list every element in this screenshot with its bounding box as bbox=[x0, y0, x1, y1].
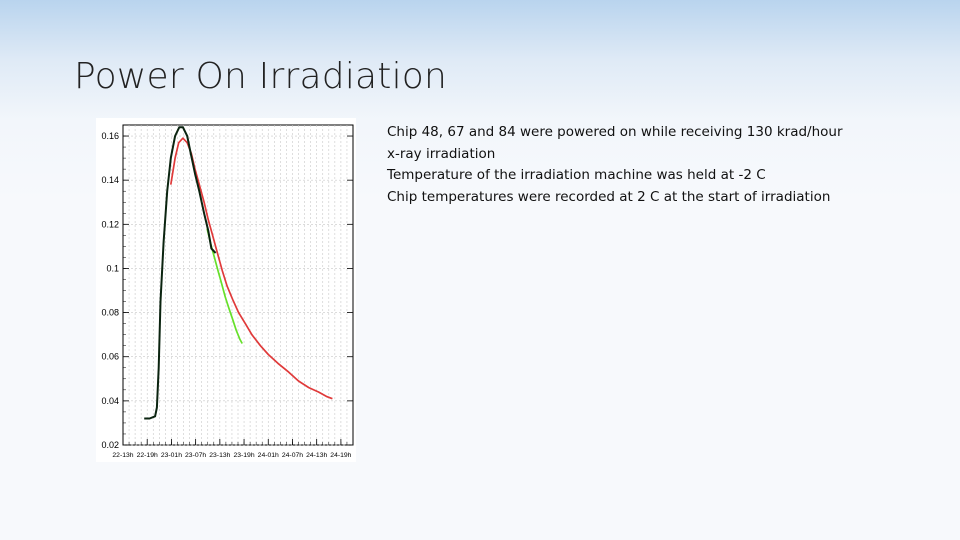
series-line-green bbox=[206, 228, 243, 344]
bullet-line-4: Chip temperatures were recorded at 2 C a… bbox=[387, 188, 831, 205]
x-tick-label: 23-13h bbox=[209, 452, 230, 459]
bullet-text: Chip 48, 67 and 84 were powered on while… bbox=[387, 122, 907, 208]
series-line-black bbox=[144, 126, 217, 420]
line-chart: 0.02 0.04 0.06 0.08 0.1 0.12 0.14 0.16 22-13h 22-… bbox=[101, 124, 354, 459]
x-tick-label: 22-13h bbox=[112, 452, 133, 459]
y-tick-label: 0.1 bbox=[106, 263, 119, 273]
y-tick-label: 0.02 bbox=[101, 440, 119, 450]
bullet-line-2: x-ray irradiation bbox=[387, 145, 496, 162]
y-tick-label: 0.08 bbox=[101, 308, 119, 318]
y-tick-label: 0.06 bbox=[101, 352, 119, 362]
y-tick-label: 0.04 bbox=[101, 396, 119, 406]
bullet-line-1: Chip 48, 67 and 84 were powered on while… bbox=[387, 124, 843, 140]
bullet-line-3: Temperature of the irradiation machine w… bbox=[387, 167, 766, 183]
x-tick-label: 24-13h bbox=[306, 452, 327, 459]
x-tick-label: 24-07h bbox=[282, 452, 303, 459]
x-tick-label: 23-07h bbox=[185, 452, 206, 459]
y-tick-label: 0.16 bbox=[101, 131, 119, 141]
x-tick-label: 22-19h bbox=[137, 452, 158, 459]
x-tick-label: 24-19h bbox=[330, 452, 351, 459]
y-tick-label: 0.12 bbox=[101, 219, 119, 229]
y-tick-label: 0.14 bbox=[101, 175, 119, 185]
chart-panel: 0.02 0.04 0.06 0.08 0.1 0.12 0.14 0.16 22-13h 22-… bbox=[96, 118, 356, 462]
x-tick-label: 23-01h bbox=[161, 452, 182, 459]
slide-title: Power On Irradiation bbox=[74, 56, 448, 97]
x-tick-label: 24-01h bbox=[258, 452, 279, 459]
x-tick-label: 23-19h bbox=[233, 452, 254, 459]
